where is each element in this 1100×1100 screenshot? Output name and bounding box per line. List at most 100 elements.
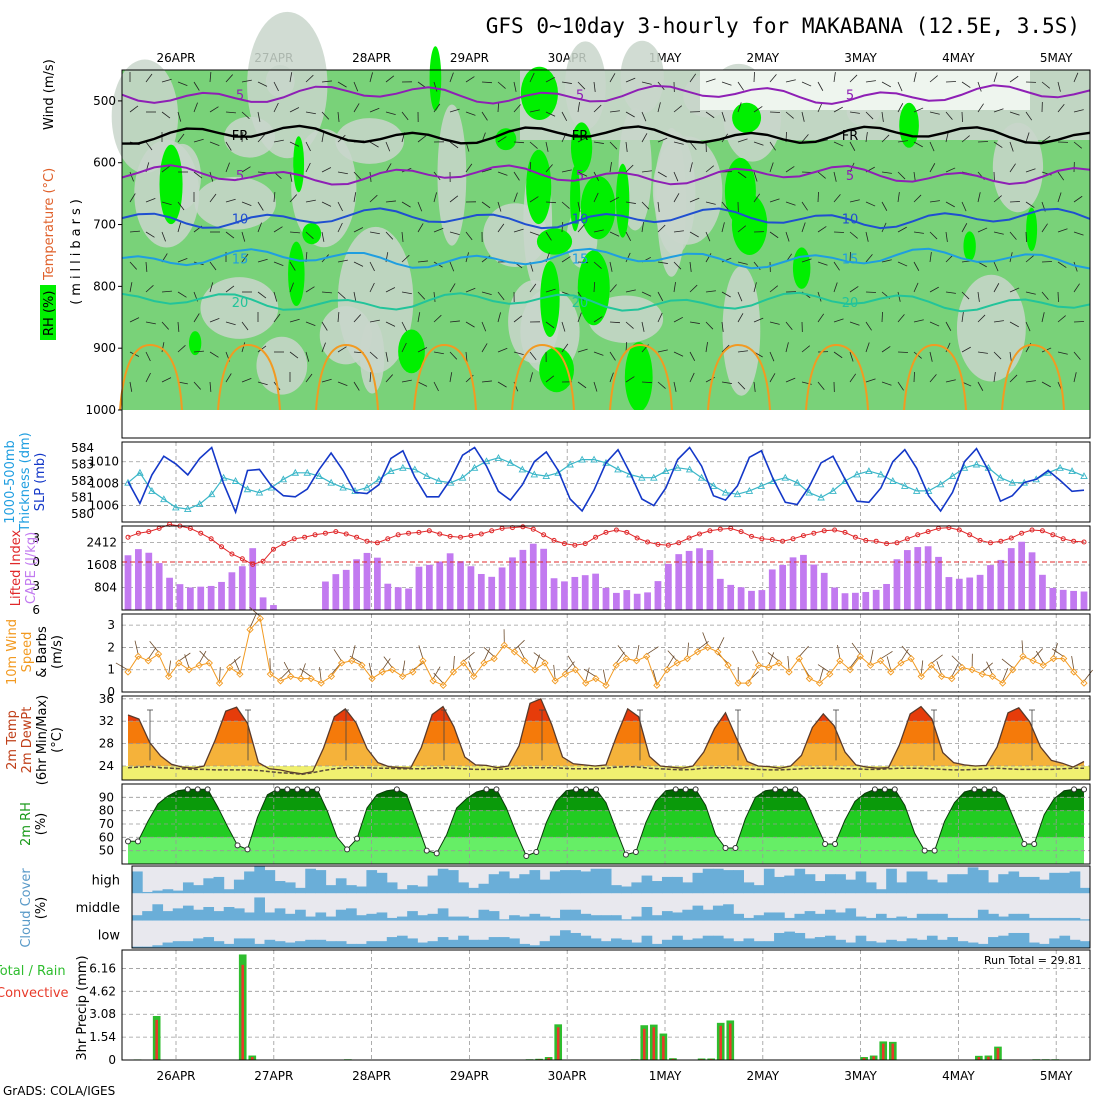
wind-barb [193, 138, 204, 143]
thickness-tick: 582 [71, 474, 94, 488]
cape-bar [727, 584, 735, 610]
wind-barb [689, 321, 700, 324]
cloud-bar [152, 945, 164, 948]
li-point [260, 558, 266, 564]
li-point [219, 544, 225, 550]
wind-barb [833, 141, 844, 147]
cloud-bar [753, 885, 765, 894]
cloud-bar [651, 881, 663, 894]
rh-dry-patch [956, 274, 1026, 382]
wind-barb [401, 201, 411, 208]
rh-point [881, 786, 888, 793]
thickness-point [912, 486, 921, 494]
wind-barb [897, 192, 900, 203]
wind10-point [887, 668, 895, 676]
thickness-point [829, 486, 837, 494]
wind-barb [865, 291, 877, 293]
cape-bar [581, 575, 589, 610]
li-point [769, 537, 775, 543]
wind-barb [545, 111, 556, 117]
wind10-barb [1002, 667, 1009, 682]
cape-bar [935, 556, 942, 610]
wind-barb [145, 321, 156, 325]
wind-barb [177, 321, 180, 332]
cloud-bar [712, 905, 724, 921]
wind10-point [917, 672, 925, 681]
rh-dry-patch [656, 127, 687, 277]
rh-point [184, 786, 191, 793]
wind-barb [865, 80, 876, 83]
wind-barb [497, 381, 507, 388]
cloud-bar [539, 916, 551, 921]
cloud-bar [213, 876, 225, 894]
panel-frame [121, 949, 1091, 1061]
cloud-bar [947, 917, 959, 921]
panel-frame [121, 441, 1091, 523]
wind10-point [582, 679, 590, 687]
wind-barb [177, 111, 182, 122]
cloud-bar [468, 887, 480, 894]
wind10-point [897, 659, 905, 667]
wind10-barb [880, 651, 893, 660]
isotherm-label: 15 [842, 253, 859, 268]
warm-contour [511, 343, 575, 411]
cape-bar [831, 587, 838, 610]
panel-title: 3hr Precip (mm) [75, 955, 90, 1060]
wind-barb [929, 286, 939, 293]
cape-bar [415, 566, 423, 610]
wind10-barb [349, 655, 363, 664]
wind-barb [561, 169, 572, 173]
cloud-bar [651, 915, 663, 921]
wind-barb [673, 261, 682, 270]
thickness-point [697, 473, 706, 481]
thickness-point [279, 475, 288, 483]
wind-barb [593, 81, 596, 92]
cape-bar [613, 592, 620, 610]
wind-barb [1009, 75, 1019, 83]
rh-point [393, 786, 400, 793]
wind-barb [497, 171, 508, 176]
wind-barb [513, 315, 523, 323]
cloud-bar [468, 917, 480, 921]
cloud-bar [1008, 871, 1020, 894]
wind-barb [561, 111, 568, 122]
wind-barb [337, 201, 343, 212]
isotherm-label: 10 [572, 212, 589, 227]
wind-barb [689, 261, 692, 272]
cloud-bar [641, 907, 653, 921]
cloud-bar [478, 883, 490, 894]
wind-barb [561, 343, 569, 353]
wind10-barb [686, 642, 689, 657]
cloud-bar [1049, 917, 1060, 921]
cloud-bar [437, 868, 449, 894]
wind-barb [929, 231, 938, 240]
wind-barb [1057, 291, 1059, 303]
wind-barb [913, 141, 923, 148]
precip-tick: 6.16 [89, 961, 116, 975]
wind10-barb [752, 650, 759, 664]
rh-moist-patch [1026, 207, 1038, 252]
rh-moist-patch [724, 157, 756, 225]
wind-barb [1009, 287, 1020, 293]
thickness-point [458, 473, 467, 481]
wind-barb [497, 81, 506, 89]
wind10-point [368, 674, 376, 683]
wind10-point [500, 641, 508, 649]
wind10-barb [817, 664, 830, 673]
cloud-bar [346, 908, 357, 921]
thickness-point [685, 465, 694, 473]
wind-barb [545, 76, 556, 83]
cloud-bar [784, 917, 795, 921]
slp-tick: 1008 [88, 477, 119, 491]
rh-tick: 80 [99, 804, 114, 818]
cape-bar [924, 546, 932, 610]
wind-barb [1041, 312, 1045, 323]
wind-barb [897, 314, 905, 323]
wind-barb [657, 201, 660, 212]
wind-barb [577, 381, 587, 389]
isotherm-label: FR [842, 129, 859, 144]
wind-barb [225, 285, 235, 293]
wind-barb [1009, 321, 1019, 328]
li-point [302, 534, 308, 540]
wind-barb [769, 141, 776, 151]
